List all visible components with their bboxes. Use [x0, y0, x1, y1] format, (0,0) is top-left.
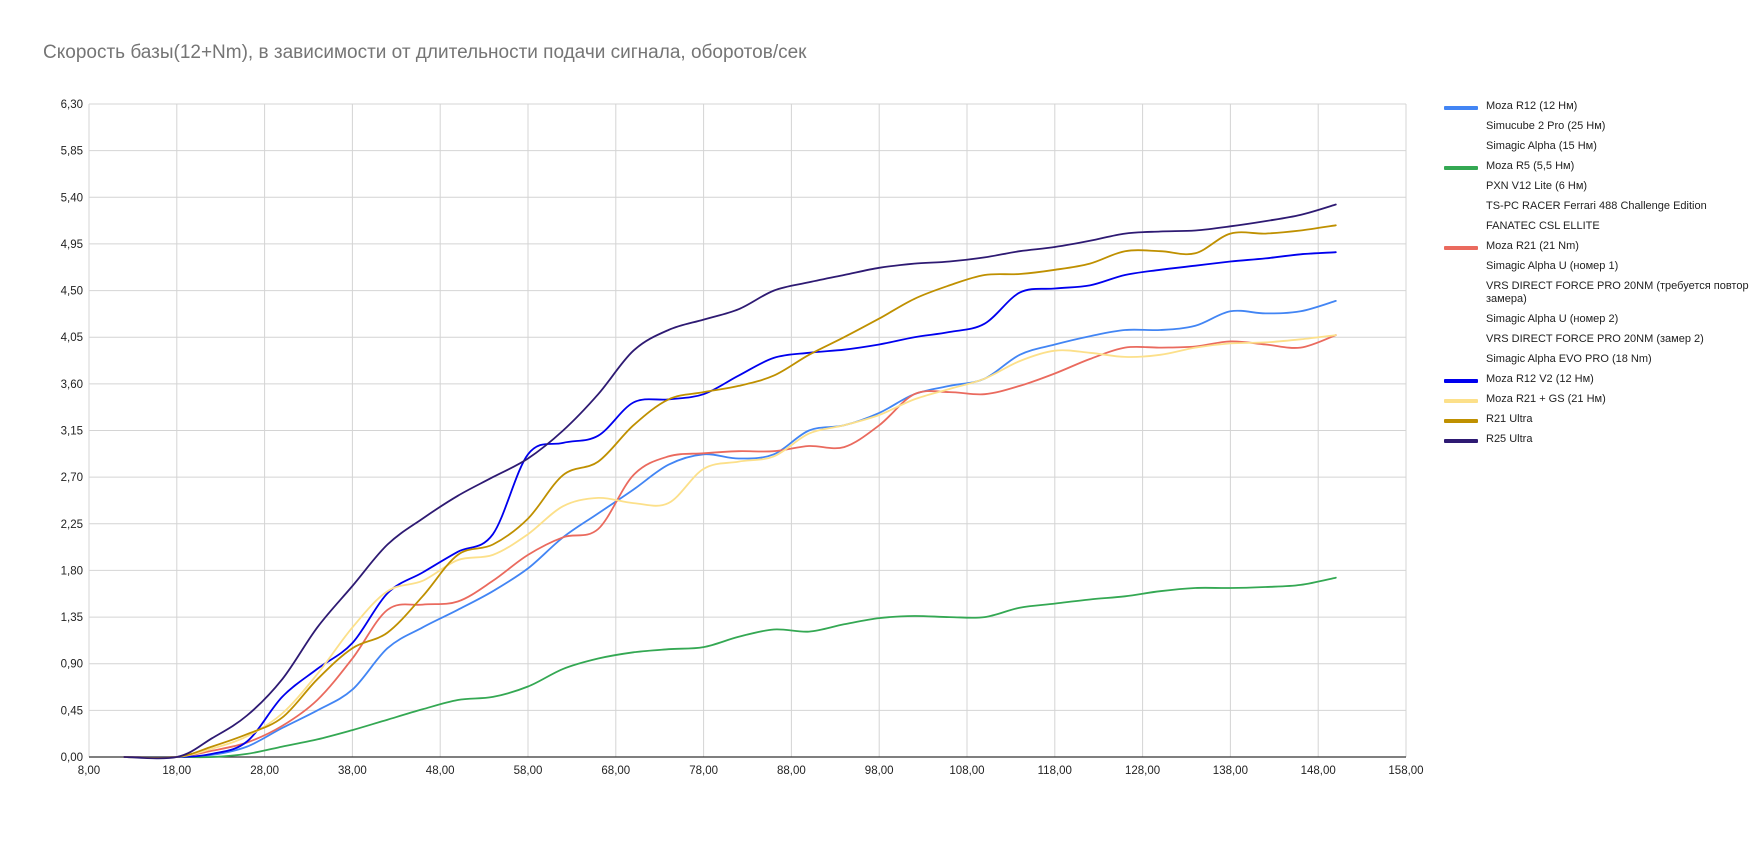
x-tick-label: 88,00 — [777, 765, 806, 777]
legend-label: Moza R5 (5,5 Нм) — [1486, 160, 1575, 172]
series-line-r21-ultra — [123, 224, 1337, 759]
x-tick-label: 48,00 — [426, 765, 455, 777]
x-tick-label: 118,00 — [1038, 765, 1072, 777]
series-line-r25-ultra — [123, 203, 1337, 760]
x-tick-label: 138,00 — [1213, 765, 1248, 777]
legend-swatch — [1444, 126, 1478, 130]
legend-swatch — [1444, 266, 1478, 270]
legend-swatch — [1444, 166, 1478, 170]
series-line-moza-r21-gs-21-нм — [123, 334, 1337, 759]
y-tick-label: 4,50 — [61, 286, 83, 298]
legend-item: FANATEC CSL ELLITE — [1444, 220, 1759, 233]
legend-item: Moza R12 V2 (12 Нм) — [1444, 373, 1759, 386]
x-tick-label: 108,00 — [949, 765, 984, 777]
legend-swatch — [1444, 286, 1478, 290]
y-tick-label: 3,60 — [61, 379, 83, 391]
legend-swatch — [1444, 359, 1478, 363]
y-tick-label: 3,15 — [61, 426, 83, 438]
legend-label: TS-PC RACER Ferrari 488 Challenge Editio… — [1486, 200, 1707, 212]
legend-item: Simagic Alpha U (номер 1) — [1444, 260, 1759, 273]
x-tick-label: 128,00 — [1125, 765, 1160, 777]
x-tick-label: 68,00 — [601, 765, 630, 777]
y-tick-label: 1,35 — [61, 612, 83, 624]
legend-swatch — [1444, 206, 1478, 210]
y-tick-label: 6,30 — [61, 99, 83, 111]
legend-swatch — [1444, 439, 1478, 443]
legend-item: VRS DIRECT FORCE PRO 20NM (требуется пов… — [1444, 280, 1759, 306]
legend-label: FANATEC CSL ELLITE — [1486, 220, 1600, 232]
legend-label: Moza R21 (21 Nm) — [1486, 240, 1579, 252]
x-tick-label: 158,00 — [1388, 765, 1423, 777]
legend-item: Moza R21 + GS (21 Нм) — [1444, 393, 1759, 406]
legend-swatch — [1444, 226, 1478, 230]
x-tick-label: 98,00 — [865, 765, 894, 777]
legend: Moza R12 (12 Нм) Simucube 2 Pro (25 Нм) Si… — [1444, 100, 1759, 453]
legend-label: Moza R12 (12 Нм) — [1486, 100, 1578, 112]
legend-item: TS-PC RACER Ferrari 488 Challenge Editio… — [1444, 200, 1759, 213]
grid — [88, 103, 1407, 758]
series-lines — [123, 203, 1337, 760]
x-tick-label: 58,00 — [514, 765, 543, 777]
legend-label: Simagic Alpha EVO PRO (18 Nm) — [1486, 353, 1652, 365]
y-tick-label: 2,70 — [61, 472, 83, 484]
legend-item: Simagic Alpha EVO PRO (18 Nm) — [1444, 353, 1759, 366]
legend-item: R25 Ultra — [1444, 433, 1759, 446]
line-chart: 0,00 0,45 0,90 1,35 1,80 2,25 2,70 3,15 3,60 4,05… — [61, 99, 1424, 777]
y-tick-label: 0,90 — [61, 659, 83, 671]
chart-title: Скорость базы(12+Nm), в зависимости от д… — [43, 42, 807, 63]
legend-label: VRS DIRECT FORCE PRO 20NM (замер 2) — [1486, 333, 1704, 345]
series-line-moza-r12-v2-12-нм — [123, 251, 1337, 759]
legend-label: Simagic Alpha U (номер 1) — [1486, 260, 1619, 272]
x-tick-label: 148,00 — [1301, 765, 1336, 777]
series-line-moza-r12-12-нм — [123, 300, 1337, 759]
legend-swatch — [1444, 186, 1478, 190]
legend-label: VRS DIRECT FORCE PRO 20NM (требуется пов… — [1486, 280, 1749, 305]
legend-swatch — [1444, 319, 1478, 323]
y-tick-label: 5,40 — [61, 192, 83, 204]
legend-swatch — [1444, 339, 1478, 343]
y-tick-label: 2,25 — [61, 519, 83, 531]
legend-swatch — [1444, 106, 1478, 110]
legend-swatch — [1444, 379, 1478, 383]
x-tick-label: 28,00 — [250, 765, 279, 777]
legend-label: R21 Ultra — [1486, 413, 1533, 425]
legend-swatch — [1444, 146, 1478, 150]
legend-item: Simagic Alpha U (номер 2) — [1444, 313, 1759, 326]
y-tick-label: 5,85 — [61, 146, 83, 158]
legend-item: Simucube 2 Pro (25 Нм) — [1444, 120, 1759, 133]
legend-item: PXN V12 Lite (6 Нм) — [1444, 180, 1759, 193]
legend-label: Simagic Alpha U (номер 2) — [1486, 313, 1619, 325]
legend-item: Simagic Alpha (15 Нм) — [1444, 140, 1759, 153]
legend-item: Moza R5 (5,5 Нм) — [1444, 160, 1759, 173]
legend-swatch — [1444, 419, 1478, 423]
legend-swatch — [1444, 399, 1478, 403]
x-tick-label: 38,00 — [338, 765, 367, 777]
x-tick-label: 78,00 — [689, 765, 718, 777]
legend-label: Moza R21 + GS (21 Нм) — [1486, 393, 1606, 405]
legend-item: R21 Ultra — [1444, 413, 1759, 426]
y-tick-label: 0,00 — [61, 752, 83, 764]
legend-label: R25 Ultra — [1486, 433, 1533, 445]
legend-item: VRS DIRECT FORCE PRO 20NM (замер 2) — [1444, 333, 1759, 346]
y-tick-label: 4,05 — [61, 332, 83, 344]
legend-label: Simucube 2 Pro (25 Нм) — [1486, 120, 1606, 132]
x-tick-label: 8,00 — [78, 765, 100, 777]
series-line-moza-r5-5-5-нм — [123, 576, 1337, 759]
x-tick-label: 18,00 — [162, 765, 191, 777]
legend-label: Simagic Alpha (15 Нм) — [1486, 140, 1597, 152]
series-line-moza-r21-21-nm — [123, 334, 1337, 759]
legend-item: Moza R12 (12 Нм) — [1444, 100, 1759, 113]
y-tick-label: 1,80 — [61, 565, 83, 577]
legend-swatch — [1444, 246, 1478, 250]
legend-label: Moza R12 V2 (12 Нм) — [1486, 373, 1594, 385]
legend-item: Moza R21 (21 Nm) — [1444, 240, 1759, 253]
y-tick-label: 0,45 — [61, 705, 83, 717]
legend-label: PXN V12 Lite (6 Нм) — [1486, 180, 1588, 192]
axes: 0,00 0,45 0,90 1,35 1,80 2,25 2,70 3,15 3,60 4,05… — [61, 99, 1424, 777]
y-tick-label: 4,95 — [61, 239, 83, 251]
